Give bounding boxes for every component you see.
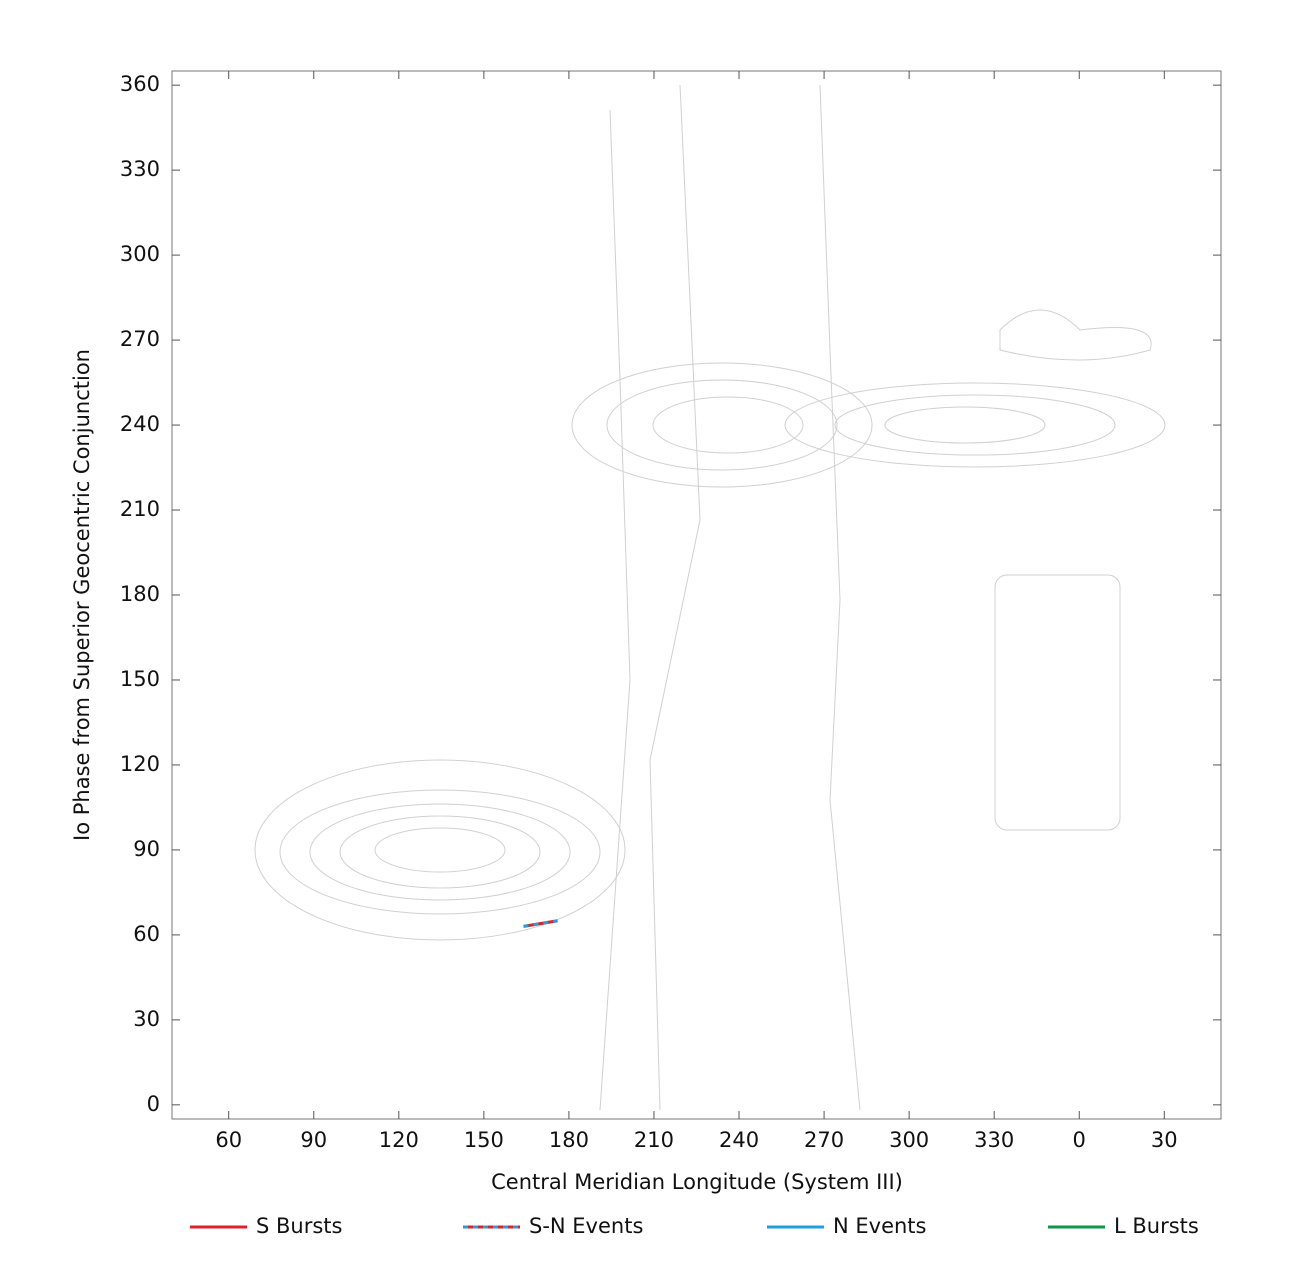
y-tick-label: 120 (120, 752, 160, 776)
y-tick-label: 210 (120, 497, 160, 521)
contour (339, 815, 541, 889)
y-tick-label: 240 (120, 412, 160, 436)
x-tick-label: 120 (379, 1128, 419, 1152)
x-tick-label: 150 (464, 1128, 504, 1152)
contour (834, 394, 1116, 456)
legend-label: S Bursts (256, 1214, 342, 1238)
legend-label: S-N Events (529, 1214, 643, 1238)
legend-label: L Bursts (1114, 1214, 1199, 1238)
x-tick-label: 60 (215, 1128, 242, 1152)
contour (571, 362, 873, 488)
x-tick-label: 180 (549, 1128, 589, 1152)
x-axis-label: Central Meridian Longitude (System III) (491, 1170, 903, 1194)
y-tick-label: 330 (120, 157, 160, 181)
x-tick-label: 270 (804, 1128, 844, 1152)
contours (254, 84, 1166, 1111)
contour (999, 309, 1152, 361)
contour (652, 396, 804, 454)
contour (606, 379, 838, 471)
contour (994, 574, 1121, 831)
series-line (523, 919, 558, 928)
x-tick-label: 210 (634, 1128, 674, 1152)
y-axis-label: Io Phase from Superior Geocentric Conjun… (70, 349, 94, 841)
y-tick-label: 0 (147, 1092, 160, 1116)
y-tick-label: 150 (120, 667, 160, 691)
x-tick-label: 240 (719, 1128, 759, 1152)
y-tick-label: 180 (120, 582, 160, 606)
y-tick-label: 60 (133, 922, 160, 946)
y-tick-label: 270 (120, 327, 160, 351)
x-tick-label: 300 (889, 1128, 929, 1152)
contour (254, 759, 626, 941)
contour (374, 827, 506, 873)
contour (279, 789, 601, 915)
x-tick-label: 0 (1073, 1128, 1086, 1152)
x-tick-label: 30 (1151, 1128, 1178, 1152)
y-tick-label: 360 (120, 72, 160, 96)
contour (884, 406, 1046, 444)
plot-frame (171, 70, 1222, 1120)
contour (784, 382, 1166, 468)
y-tick-label: 30 (133, 1007, 160, 1031)
contour (599, 84, 861, 1111)
x-tick-label: 90 (300, 1128, 327, 1152)
x-tick-label: 330 (974, 1128, 1014, 1152)
y-tick-label: 300 (120, 242, 160, 266)
legend-label: N Events (833, 1214, 927, 1238)
contour (309, 803, 571, 901)
y-tick-label: 90 (133, 837, 160, 861)
